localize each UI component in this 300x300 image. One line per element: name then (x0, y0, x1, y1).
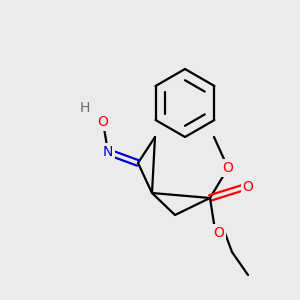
Text: O: O (223, 161, 233, 175)
Text: O: O (98, 115, 108, 129)
Text: O: O (214, 226, 224, 240)
Text: O: O (243, 180, 254, 194)
Text: N: N (103, 145, 113, 159)
Text: H: H (80, 101, 90, 115)
